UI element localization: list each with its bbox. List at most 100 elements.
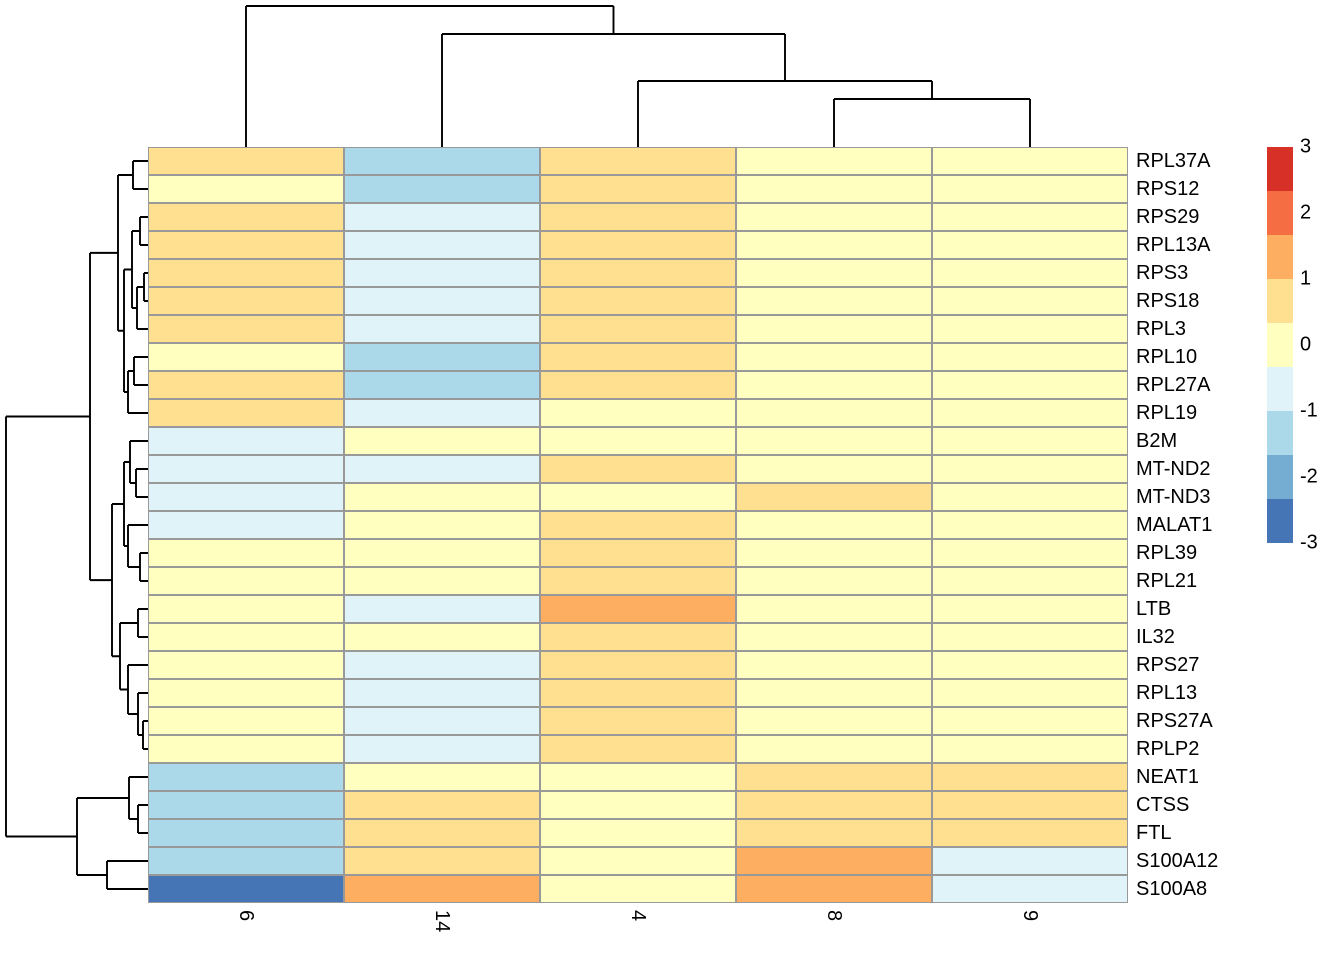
heatmap-cell (148, 763, 344, 791)
row-label: RPL10 (1136, 346, 1198, 368)
heatmap-cell (344, 203, 540, 231)
heatmap-cell (540, 343, 736, 371)
heatmap-cell (344, 791, 540, 819)
heatmap-cell (344, 875, 540, 903)
heatmap-cell (148, 483, 344, 511)
heatmap-cell (148, 511, 344, 539)
legend-tick-label: -2 (1300, 465, 1318, 488)
heatmap-cell (344, 259, 540, 287)
heatmap-cell (736, 483, 932, 511)
legend-color-block (1267, 367, 1293, 411)
heatmap-cell (540, 511, 736, 539)
heatmap-cell (932, 399, 1128, 427)
heatmap-cell (736, 875, 932, 903)
heatmap-cell (932, 315, 1128, 343)
heatmap-cell (344, 567, 540, 595)
heatmap-cell (932, 875, 1128, 903)
row-label: MALAT1 (1136, 514, 1213, 536)
heatmap-cell (736, 847, 932, 875)
heatmap-cell (344, 763, 540, 791)
heatmap-cell (540, 623, 736, 651)
row-label: RPL21 (1136, 570, 1198, 592)
heatmap-cell (148, 819, 344, 847)
heatmap-cell (736, 679, 932, 707)
heatmap-cell (736, 343, 932, 371)
heatmap-cell (736, 455, 932, 483)
heatmap-cell (736, 763, 932, 791)
row-label: B2M (1136, 430, 1178, 452)
heatmap-cell (540, 427, 736, 455)
legend-color-block (1267, 147, 1293, 191)
heatmap-cell (344, 483, 540, 511)
row-label: RPLP2 (1136, 738, 1200, 760)
heatmap-cell (540, 679, 736, 707)
heatmap-cell (932, 651, 1128, 679)
heatmap-cell (932, 623, 1128, 651)
row-label: CTSS (1136, 794, 1190, 816)
heatmap-cell (148, 455, 344, 483)
heatmap-cell (344, 231, 540, 259)
heatmap-cell (540, 791, 736, 819)
heatmap-cell (344, 707, 540, 735)
row-label: RPS27 (1136, 654, 1200, 676)
heatmap-cell (736, 203, 932, 231)
heatmap-cell (148, 147, 344, 175)
heatmap-cell (540, 847, 736, 875)
heatmap-cell (344, 287, 540, 315)
heatmap-cell (344, 735, 540, 763)
heatmap-cell (148, 539, 344, 567)
legend-color-block (1267, 235, 1293, 279)
heatmap-cell (932, 791, 1128, 819)
heatmap-cell (932, 539, 1128, 567)
heatmap-cell (148, 735, 344, 763)
row-label: RPL13 (1136, 682, 1198, 704)
heatmap-cell (148, 567, 344, 595)
heatmap-cell (932, 259, 1128, 287)
heatmap-cell (932, 763, 1128, 791)
heatmap-cell (540, 595, 736, 623)
heatmap-cell (932, 175, 1128, 203)
row-label: RPL37A (1136, 150, 1211, 172)
row-label: RPL39 (1136, 542, 1198, 564)
heatmap-cell (932, 483, 1128, 511)
row-label: LTB (1136, 598, 1172, 620)
heatmap-cell (540, 147, 736, 175)
heatmap-grid (148, 147, 1128, 903)
column-label: 9 (1019, 910, 1041, 922)
heatmap-cell (148, 175, 344, 203)
heatmap-cell (148, 623, 344, 651)
heatmap-cell (736, 399, 932, 427)
heatmap-cell (344, 455, 540, 483)
heatmap-cell (344, 147, 540, 175)
heatmap-cell (148, 679, 344, 707)
heatmap-cell (932, 847, 1128, 875)
heatmap-cell (344, 399, 540, 427)
heatmap-cell (344, 175, 540, 203)
heatmap-cell (932, 343, 1128, 371)
heatmap-cell (932, 203, 1128, 231)
row-label: FTL (1136, 822, 1172, 844)
heatmap-cell (540, 735, 736, 763)
heatmap-cell (736, 623, 932, 651)
heatmap-cell (736, 371, 932, 399)
heatmap-cell (344, 511, 540, 539)
heatmap-cell (736, 511, 932, 539)
legend-tick-label: 1 (1300, 267, 1312, 290)
heatmap-cell (932, 231, 1128, 259)
heatmap-cell (736, 819, 932, 847)
legend-tick-label: -3 (1300, 531, 1318, 554)
heatmap-cell (148, 427, 344, 455)
heatmap-cell (344, 623, 540, 651)
heatmap-cell (932, 819, 1128, 847)
row-label: IL32 (1136, 626, 1175, 648)
heatmap-cell (344, 847, 540, 875)
column-label: 6 (235, 910, 257, 922)
heatmap-cell (540, 371, 736, 399)
legend-color-block (1267, 323, 1293, 367)
heatmap-cell (932, 511, 1128, 539)
heatmap-cell (540, 651, 736, 679)
row-label: RPS18 (1136, 290, 1200, 312)
heatmap-cell (344, 427, 540, 455)
heatmap-cell (540, 231, 736, 259)
